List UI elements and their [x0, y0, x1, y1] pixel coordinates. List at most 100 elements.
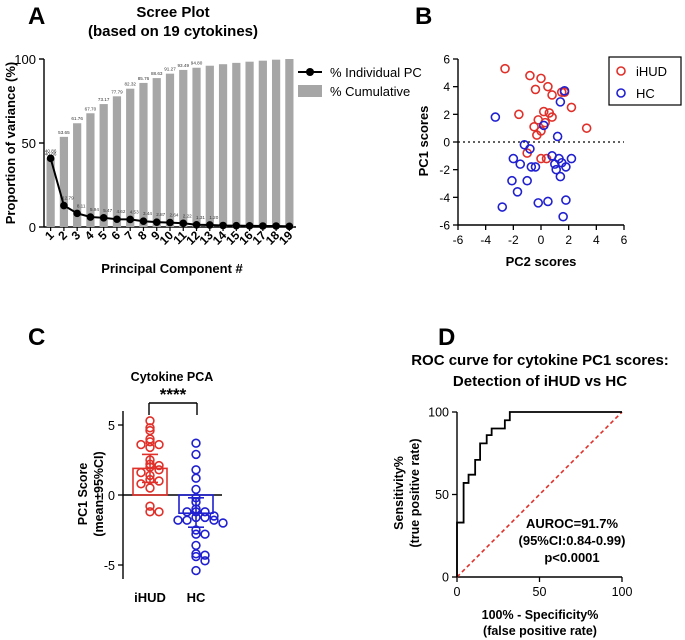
hc-point [525, 144, 535, 154]
ihud-point [566, 102, 577, 113]
hc-point [497, 202, 508, 212]
cumulative-bar [99, 104, 108, 227]
roc-x-tick-label: 0 [454, 585, 461, 599]
ihud-point [536, 73, 546, 84]
hc-point [530, 162, 541, 172]
hc-point [522, 175, 532, 186]
pca-y-tick-label: -5 [104, 559, 115, 573]
cumulative-bar-label: 77.79 [111, 89, 123, 94]
legend-bar-icon [298, 85, 322, 97]
individual-pc-point [285, 222, 294, 231]
hc-point [191, 438, 201, 448]
roc-y-tick-label: 50 [435, 488, 449, 502]
scree-x-tick-label: 1 [42, 228, 57, 243]
cumulative-bar-label: 93.49 [178, 63, 190, 68]
roc-subtitle: Detection of iHUD vs HC [453, 373, 627, 390]
individual-pc-point [60, 201, 68, 210]
individual-pc-point [192, 220, 201, 229]
ihud-point [154, 439, 164, 450]
hc-point [200, 512, 210, 523]
hc-point [526, 162, 537, 172]
pcb-ylabel: PC1 scores [416, 106, 431, 177]
hc-point [538, 120, 549, 131]
hc-point [209, 515, 219, 525]
cumulative-bar [152, 78, 161, 228]
roc-xlabel: 100% - Specificity% [482, 608, 599, 622]
ihud-point [154, 460, 164, 471]
scree-y-tick-label: 100 [14, 52, 36, 67]
ihud-point [145, 470, 155, 481]
roc-ylabel: Sensitivity% [392, 456, 406, 530]
legend-hc-marker-icon [616, 88, 626, 98]
hc-point [191, 473, 201, 483]
hc-point [218, 518, 228, 528]
individual-pc-label: 12.79 [62, 196, 74, 201]
cumulative-bar [73, 123, 82, 227]
hc-point [191, 484, 201, 495]
roc-chance-diagonal [456, 411, 623, 578]
cumulative-bar [59, 136, 69, 227]
scatter-x-tick-label: 0 [538, 233, 545, 247]
hc-point [508, 153, 519, 164]
hc-point [200, 529, 210, 539]
individual-pc-point [152, 218, 161, 226]
ihud-point [581, 123, 592, 133]
hc-point [191, 540, 201, 551]
scatter-y-tick-label: -6 [439, 219, 450, 233]
individual-pc-point [139, 217, 148, 226]
legend-ihud: iHUD [636, 64, 667, 79]
individual-pc-label: 5.94 [90, 207, 99, 212]
scatter-x-tick-label: -2 [508, 233, 519, 247]
ihud-point [538, 106, 549, 117]
ihud-point [541, 153, 552, 164]
roc-curve-plot: ROC curve for cytokine PC1 scores: Detec… [392, 352, 669, 638]
cumulative-bar [139, 82, 148, 227]
auroc-ci: (95%CI:0.84-0.99) [519, 533, 626, 548]
individual-pc-point [73, 209, 81, 218]
roc-xlabel2: (false positive rate) [483, 624, 597, 638]
scatter-y-tick-label: -4 [439, 191, 450, 205]
ihud-point [136, 467, 146, 478]
panel-label-a: A [28, 3, 45, 30]
individual-pc-point [245, 222, 254, 230]
individual-pc-point [219, 221, 227, 230]
hc-point [200, 550, 210, 560]
scree-x-tick-label: 6 [108, 228, 123, 243]
individual-pc-point [205, 221, 214, 229]
scree-xlabel: Principal Component # [101, 261, 243, 276]
individual-pc-label: 4.62 [116, 209, 125, 214]
cytokine-pca-plot: Cytokine PCA PC1 Score (mean±95%CI) ****… [76, 370, 228, 605]
individual-pc-label: 5.47 [103, 208, 112, 213]
individual-pc-point [99, 214, 108, 222]
hc-point [555, 97, 566, 107]
individual-pc-label: 2.22 [183, 213, 192, 218]
pca-title: Cytokine PCA [131, 370, 214, 384]
ihud-point [547, 112, 557, 122]
individual-pc-point [46, 154, 55, 163]
ihud-point [154, 507, 164, 517]
individual-pc-label: 4.53 [130, 209, 139, 214]
legend-cumulative: % Cumulative [330, 84, 410, 99]
ihud-point [547, 90, 557, 100]
cumulative-bar-label: 82.32 [124, 82, 136, 87]
roc-x-tick-label: 50 [533, 585, 547, 599]
legend-individual-pc: % Individual PC [330, 65, 422, 80]
ihud-point [145, 483, 155, 493]
individual-pc-point [86, 213, 95, 221]
cumulative-bar-label: 91.27 [164, 67, 176, 72]
scree-x-tick-label: 8 [135, 228, 150, 243]
cumulative-bar [205, 65, 214, 227]
individual-pc-label: 1.31 [196, 215, 205, 220]
cumulative-bar [245, 61, 254, 227]
ihud-point [136, 479, 146, 489]
hc-point [191, 493, 201, 503]
hc-point [552, 131, 563, 142]
auroc-pvalue: p<0.0001 [544, 550, 599, 565]
hc-point [490, 112, 501, 122]
scree-x-tick-label: 19 [276, 228, 296, 248]
cumulative-bar-label: 88.63 [151, 71, 163, 76]
hc-point [551, 164, 562, 175]
cumulative-bar-label: 53.65 [58, 130, 70, 135]
roc-title: ROC curve for cytokine PC1 scores: [411, 352, 669, 369]
significance-stars: **** [160, 385, 187, 404]
